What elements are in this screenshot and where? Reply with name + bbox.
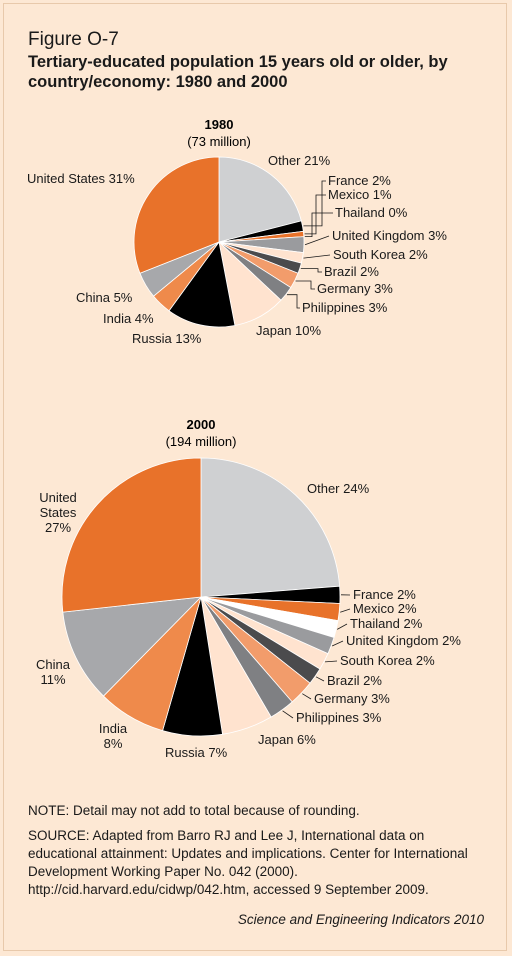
pie-slice-russia xyxy=(168,241,236,328)
leader-line-thailand xyxy=(337,623,348,630)
slice-label-other: Other 24% xyxy=(307,481,370,496)
slice-label-russia: Russia 13% xyxy=(132,331,202,346)
credit-text: Science and Engineering Indicators 2010 xyxy=(237,912,484,927)
leader-line-united-kingdom xyxy=(304,235,330,246)
slice-label-china: China 5% xyxy=(76,290,133,305)
leader-line-south-korea xyxy=(303,254,331,259)
leader-line-germany xyxy=(302,693,312,700)
chart-subtitle: (194 million) xyxy=(166,434,237,449)
slice-label-france: France 2% xyxy=(328,173,391,188)
figure-title: Tertiary-educated population 15 years ol… xyxy=(28,53,448,91)
leader-line-france xyxy=(303,180,326,227)
slice-label-india: India 4% xyxy=(103,311,154,326)
slice-label-south-korea: South Korea 2% xyxy=(333,247,428,262)
leader-line-south-korea xyxy=(324,660,338,663)
chart-title: 1980 xyxy=(205,117,234,132)
slice-label-brazil: Brazil 2% xyxy=(327,673,382,688)
slice-label-russia: Russia 7% xyxy=(165,745,228,760)
leader-line-united-kingdom xyxy=(331,640,344,647)
figure-label: Figure O-7 xyxy=(28,29,119,50)
slice-label-thailand: Thailand 2% xyxy=(350,616,423,631)
leader-line-germany xyxy=(295,280,315,290)
pie-slice-united-states xyxy=(61,457,202,613)
slice-label-mexico: Mexico 2% xyxy=(353,601,417,616)
slice-label-united-kingdom: United Kingdom 3% xyxy=(332,228,447,243)
slice-label-south-korea: South Korea 2% xyxy=(340,653,435,668)
figure-frame xyxy=(3,3,507,951)
slice-label-japan: Japan 6% xyxy=(258,732,316,747)
slice-label-united-kingdom: United Kingdom 2% xyxy=(346,633,461,648)
note-text: NOTE: Detail may not add to total becaus… xyxy=(28,803,360,818)
slice-label-philippines: Philippines 3% xyxy=(302,300,388,315)
pie-slice-other xyxy=(200,457,341,598)
slice-label-other: Other 21% xyxy=(268,153,331,168)
leader-line-philippines xyxy=(287,294,300,309)
pie-chart-1980: 1980 (73 million) Other 21% France 2%Mexico… xyxy=(27,117,447,346)
pie-charts: 1980(73 million)Other 21%France 2%Mexico… xyxy=(27,117,461,760)
pie-slice-other xyxy=(218,156,302,243)
slice-label-japan: Japan 10% xyxy=(256,323,321,338)
slice-label-germany: Germany 3% xyxy=(314,691,390,706)
slice-label-mexico: Mexico 1% xyxy=(328,187,392,202)
slice-label-france: France 2% xyxy=(353,587,416,602)
chart-title: 2000 xyxy=(187,417,216,432)
source-text: SOURCE: Adapted from Barro RJ and Lee J,… xyxy=(28,828,468,897)
chart-subtitle: (73 million) xyxy=(187,134,251,149)
pie-chart-2000: 2000 (194 million) Other 24% France 2%Mexic… xyxy=(36,417,461,760)
slice-label-india: India 8% xyxy=(99,721,128,751)
slice-label-brazil: Brazil 2% xyxy=(324,264,379,279)
leader-line-mexico xyxy=(304,194,326,235)
pie-slice-united-states xyxy=(133,156,220,274)
leader-line-brazil xyxy=(300,268,322,273)
leader-line-brazil xyxy=(315,676,325,682)
pie-slice-china xyxy=(62,596,203,697)
slice-label-germany: Germany 3% xyxy=(317,281,393,296)
slice-label-thailand: Thailand 0% xyxy=(335,205,408,220)
slice-label-china: China 11% xyxy=(36,657,71,687)
leader-line-thailand xyxy=(304,212,333,238)
slice-label-united-states: United States 27% xyxy=(39,490,77,535)
slice-label-united-states: United States 31% xyxy=(27,171,135,186)
leader-line-philippines xyxy=(282,710,294,719)
leader-line-mexico xyxy=(340,608,351,613)
slice-label-philippines: Philippines 3% xyxy=(296,710,382,725)
